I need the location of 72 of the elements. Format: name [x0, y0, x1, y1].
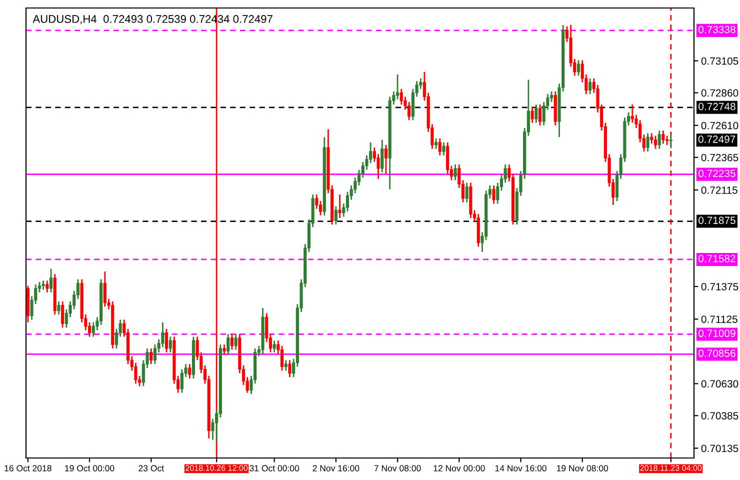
candlestick [168, 336, 172, 354]
candlestick [442, 142, 446, 156]
candlestick [150, 348, 153, 365]
candlestick [530, 106, 534, 124]
x-tick-label: 14 Nov 16:00 [495, 465, 546, 472]
candlestick [588, 78, 592, 95]
candlestick [226, 333, 230, 356]
ref-line-label: 0.71582 [698, 254, 736, 262]
candlestick [272, 340, 276, 354]
x-tick-label: 23 Oct [138, 465, 164, 472]
y-tick-label: 0.73105 [701, 57, 738, 65]
candlestick [534, 104, 538, 124]
x-tick-label: 2 Nov 16:00 [312, 465, 360, 472]
y-tick-label: 0.72365 [701, 154, 738, 162]
y-tick-label: 0.71125 [701, 316, 738, 323]
candlestick [662, 130, 665, 144]
ref-line-label: 0.70856 [698, 350, 736, 357]
y-tick-label: 0.72115 [701, 186, 738, 194]
x-tick-label: 7 Nov 08:00 [374, 465, 421, 472]
x-tick-label: 2018.10.26 12:00 [186, 465, 248, 471]
candlestick [658, 130, 661, 150]
candlestick [654, 135, 658, 150]
candlestick [492, 184, 496, 204]
y-tick-label: 0.70385 [701, 412, 738, 420]
candlestick [334, 206, 338, 226]
candlestick [434, 138, 438, 150]
candlestick [538, 104, 542, 126]
candlestick [504, 164, 507, 184]
x-tick-label: 19 Nov 08:00 [556, 465, 608, 472]
candlestick [46, 280, 49, 294]
x-tick-label: 16 Oct 2018 [4, 465, 52, 472]
candlestick [576, 59, 580, 77]
candlestick [57, 300, 60, 316]
x-tick-label: 2018.11.23 04:00 [640, 465, 702, 471]
ref-line-label: 0.72748 [698, 102, 736, 110]
candlestick [230, 333, 234, 350]
x-tick-label: 12 Nov 00:00 [434, 465, 485, 472]
candlestick [188, 363, 192, 380]
candlestick [380, 139, 384, 174]
y-tick-label: 0.71375 [701, 282, 738, 290]
y-tick-label: 0.72860 [701, 89, 738, 97]
candlestick [338, 194, 342, 219]
y-tick-label: 0.70135 [701, 444, 738, 452]
y-tick-label: 0.72610 [701, 122, 738, 130]
candlestick [438, 138, 442, 156]
candlestick [234, 333, 238, 350]
candlestick [61, 300, 64, 328]
candlestick [164, 328, 168, 354]
x-tick-label: 31 Oct 00:00 [250, 465, 300, 472]
ref-line-label: 0.71875 [698, 216, 736, 224]
candlestick [288, 359, 292, 378]
candlestick [153, 344, 157, 365]
y-tick-label: 0.70630 [701, 380, 738, 388]
x-tick-label: 19 Oct 00:00 [65, 465, 114, 472]
candlestick [669, 134, 672, 150]
ref-line-label: 0.72235 [698, 170, 736, 178]
text: 0.72497 [698, 136, 736, 143]
candlestick [103, 270, 106, 308]
candlestick [496, 182, 500, 204]
ref-line-label: 0.73338 [698, 26, 736, 34]
candlestick [384, 144, 388, 174]
candlestick [49, 268, 53, 294]
candlestick [284, 359, 288, 372]
candlestick [650, 132, 654, 144]
candlestick [222, 344, 226, 356]
candlestick [400, 88, 403, 106]
candlestick [646, 132, 650, 152]
candlestick [315, 194, 318, 210]
candlestick [454, 164, 457, 181]
ref-line-label: 0.71009 [698, 330, 736, 338]
candlestick [42, 280, 45, 290]
candlestick [465, 182, 468, 204]
